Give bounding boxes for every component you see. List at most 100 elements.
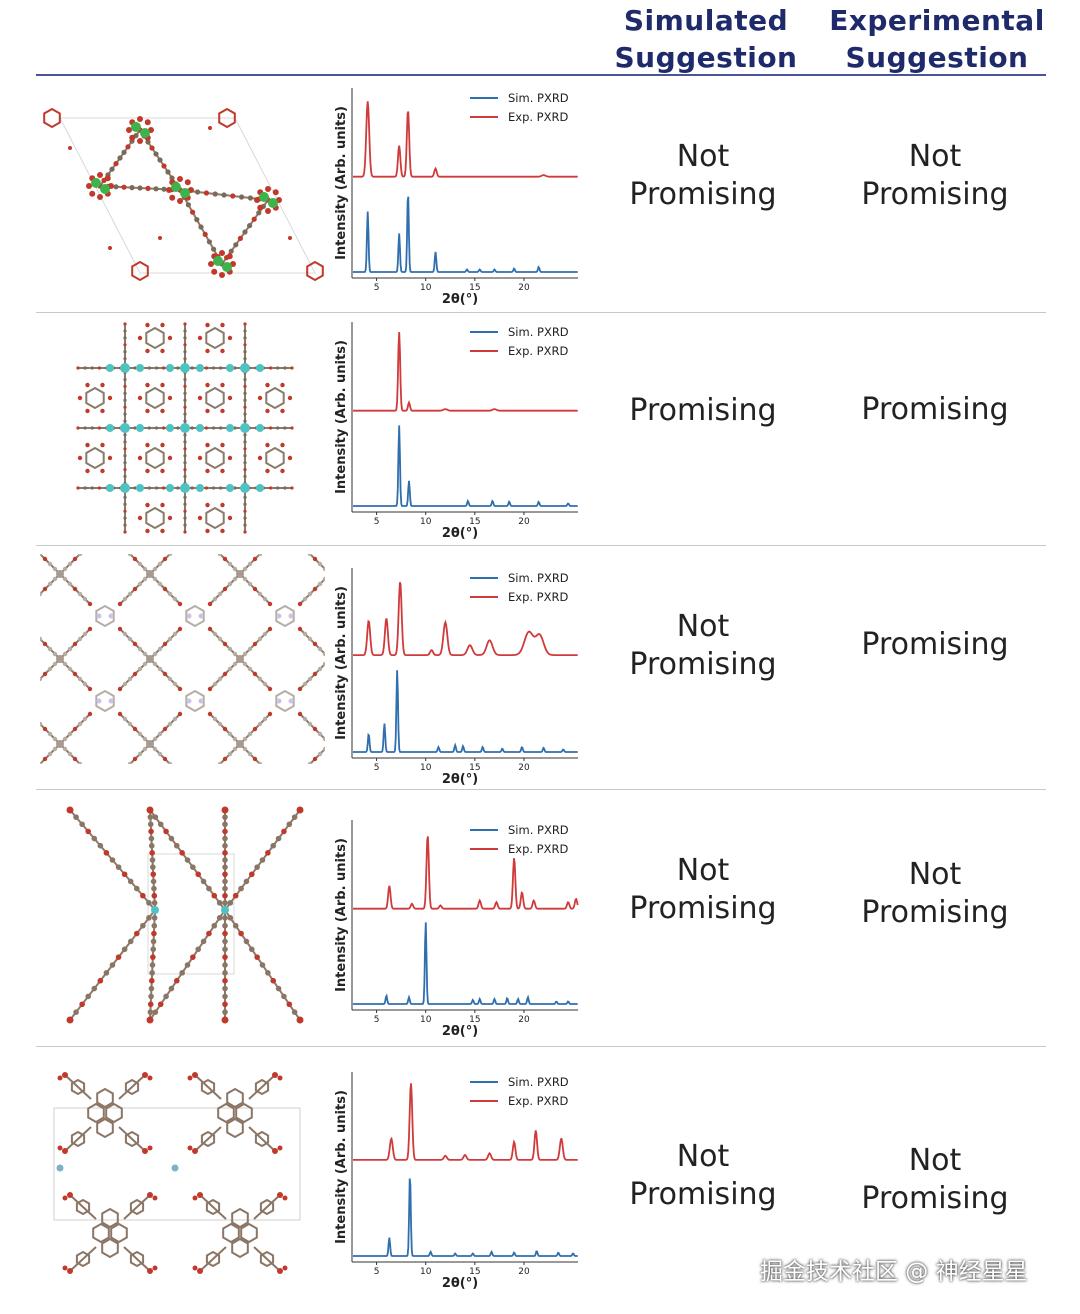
atom [247,561,253,567]
atom [123,468,127,472]
atom [67,646,73,652]
verdict-line: Not [676,139,730,174]
atom [152,736,158,742]
atom [259,192,269,202]
atom [197,515,203,521]
atom [72,671,78,677]
atom [211,922,218,929]
atom [77,761,83,764]
atom [322,661,325,667]
atom [123,412,127,416]
atom [226,253,233,260]
exp-series-line [353,331,578,412]
atom [40,721,43,727]
atom [212,631,218,637]
atom [153,151,159,157]
atom [42,586,48,592]
atom [148,828,154,835]
atom [183,530,187,534]
atom [147,426,151,430]
atom [150,864,156,870]
ring [265,446,285,470]
atom [147,1075,153,1081]
ring [145,386,165,410]
atom [211,426,216,430]
atom [243,329,247,333]
atom [150,954,156,960]
atom [269,486,273,490]
ring [145,326,165,350]
atom [270,977,277,984]
ring [205,446,225,470]
atom [127,938,134,945]
atom [243,461,247,465]
atom [157,666,163,672]
atom [123,509,127,513]
atom [243,523,247,527]
atom [137,455,143,461]
ring [124,1130,140,1148]
ring [95,604,115,628]
atom [312,726,318,732]
atom [149,970,155,976]
atom [198,224,204,230]
atom [281,828,287,835]
atom [52,576,58,582]
atom [142,1148,148,1154]
atom [157,821,164,828]
atom [82,596,88,602]
x-tick-label: 15 [469,1267,480,1277]
bond [199,1194,227,1220]
atom [87,601,93,607]
atom [147,1268,153,1274]
atom [162,486,166,490]
atom [205,382,210,388]
atom [222,993,228,1000]
atom [85,993,92,1000]
atom [227,515,233,521]
atom [268,198,278,208]
atom [56,655,64,663]
simulated-verdict: Promising [598,392,808,430]
atom [127,761,133,764]
atom [242,746,248,752]
atom [123,516,127,520]
atom [217,721,223,727]
atom [222,864,228,870]
table-row: Intensity (Arb. units) 5 10 15 20 2θ(°) Sim. P… [0,314,1080,544]
atom [307,676,313,682]
pxrd-plot: Intensity (Arb. units) 5 10 15 20 2θ(°) Sim. P… [330,82,585,308]
atom [152,1265,158,1271]
atom [220,348,225,354]
bond [64,1126,92,1152]
atom [183,391,187,395]
atom [72,756,78,762]
atom [83,426,87,430]
atom [169,194,176,201]
atom [307,721,313,727]
simulated-verdict: Not Promising [598,1138,808,1214]
row-divider [36,545,1046,546]
unit-cell [59,117,316,274]
atom [257,455,263,461]
atom [160,502,165,508]
atom [222,930,228,937]
atom [242,229,248,235]
atom [167,515,173,521]
atom [168,985,175,992]
bond [118,1126,146,1152]
atom [160,468,165,474]
atom [162,756,168,762]
atom [259,857,266,863]
atom [137,646,143,652]
verdict-line: Promising [629,891,777,926]
atom [190,426,194,430]
crystal-structure-image [40,800,325,1036]
mof-rhombic-network-icon [40,554,325,764]
atom [72,726,78,732]
pxrd-chart: Intensity (Arb. units) 5 10 15 20 2θ(°) Sim. P… [334,568,578,787]
atom [68,146,72,150]
atom [183,509,187,513]
atom [137,581,143,587]
atom [287,395,293,401]
